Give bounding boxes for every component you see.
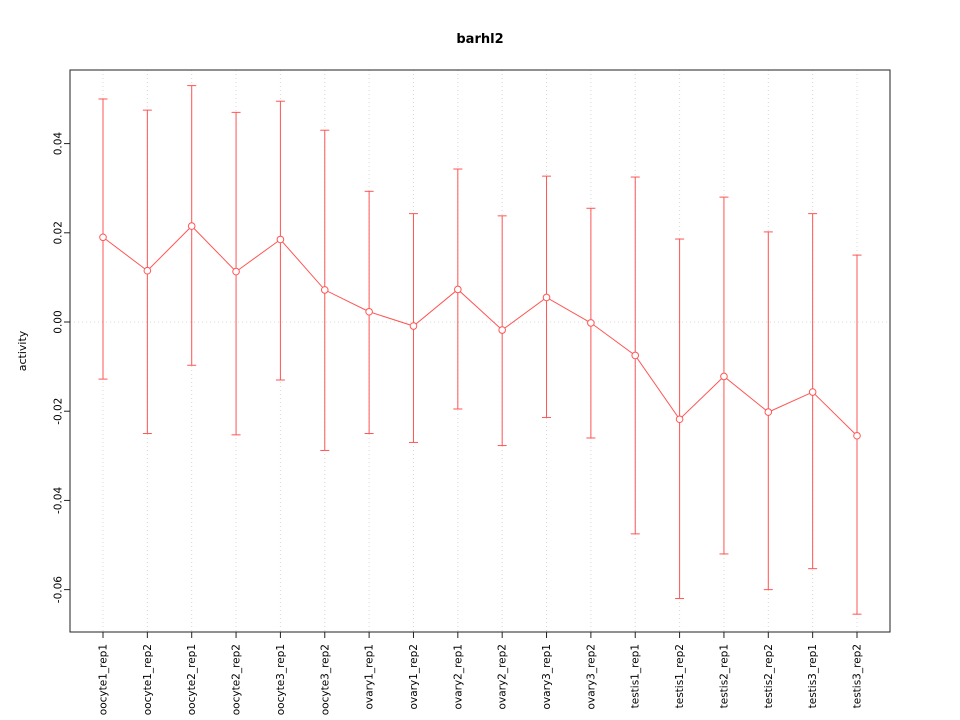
x-category-label: testis1_rep1 (630, 644, 642, 708)
y-tick-label: 0.00 (53, 310, 65, 333)
x-category-label: testis2_rep2 (763, 644, 775, 708)
x-category-label: testis1_rep2 (674, 644, 686, 708)
x-category-label: testis3_rep2 (852, 644, 864, 708)
data-point (498, 326, 506, 334)
data-point (808, 388, 817, 396)
y-tick-label: -0.04 (53, 487, 65, 514)
data-point (764, 408, 773, 416)
plot-box (69, 69, 891, 633)
data-point (187, 222, 196, 230)
plot-area: 0.04 0.02 0.00 -0.02 -0.04 -0.06 oocyte1_rep1 o… (53, 69, 891, 715)
data-point (631, 351, 640, 360)
data-point (409, 322, 418, 330)
data-point (675, 415, 684, 424)
x-category-label: ovary3_rep2 (585, 644, 597, 709)
y-axis-label: activity (16, 330, 29, 371)
data-point (365, 307, 373, 316)
y-tick-label: 0.04 (53, 132, 65, 156)
y-tick-label: -0.02 (53, 398, 65, 425)
data-point (542, 293, 551, 302)
x-category-label: testis3_rep1 (807, 644, 819, 708)
x-category-label: oocyte2_rep2 (231, 644, 243, 715)
x-category-label: testis2_rep1 (718, 644, 730, 708)
x-category-label: oocyte1_rep2 (142, 644, 154, 715)
data-point (720, 372, 728, 381)
x-category-label: oocyte1_rep1 (98, 644, 110, 715)
data-point (276, 235, 285, 244)
data-point (454, 285, 462, 294)
data-point (99, 233, 107, 242)
data-point (853, 431, 861, 440)
x-category-label: oocyte3_rep2 (319, 644, 331, 715)
x-category-label: oocyte2_rep1 (186, 644, 198, 715)
y-tick-label: -0.06 (53, 576, 65, 603)
series-line (102, 225, 858, 437)
data-point (232, 267, 240, 276)
x-category-label: oocyte3_rep1 (275, 644, 287, 715)
chart-title: barhl2 (456, 32, 503, 47)
y-tick-label: 0.02 (53, 221, 65, 244)
x-category-label: ovary3_rep1 (541, 644, 553, 709)
data-point (587, 319, 595, 327)
x-category-label: ovary2_rep2 (497, 644, 509, 709)
data-point (143, 266, 152, 275)
data-point (320, 286, 329, 294)
x-category-label: ovary2_rep1 (452, 644, 464, 709)
x-category-label: ovary1_rep1 (364, 644, 376, 709)
x-category-label: ovary1_rep2 (408, 644, 420, 709)
